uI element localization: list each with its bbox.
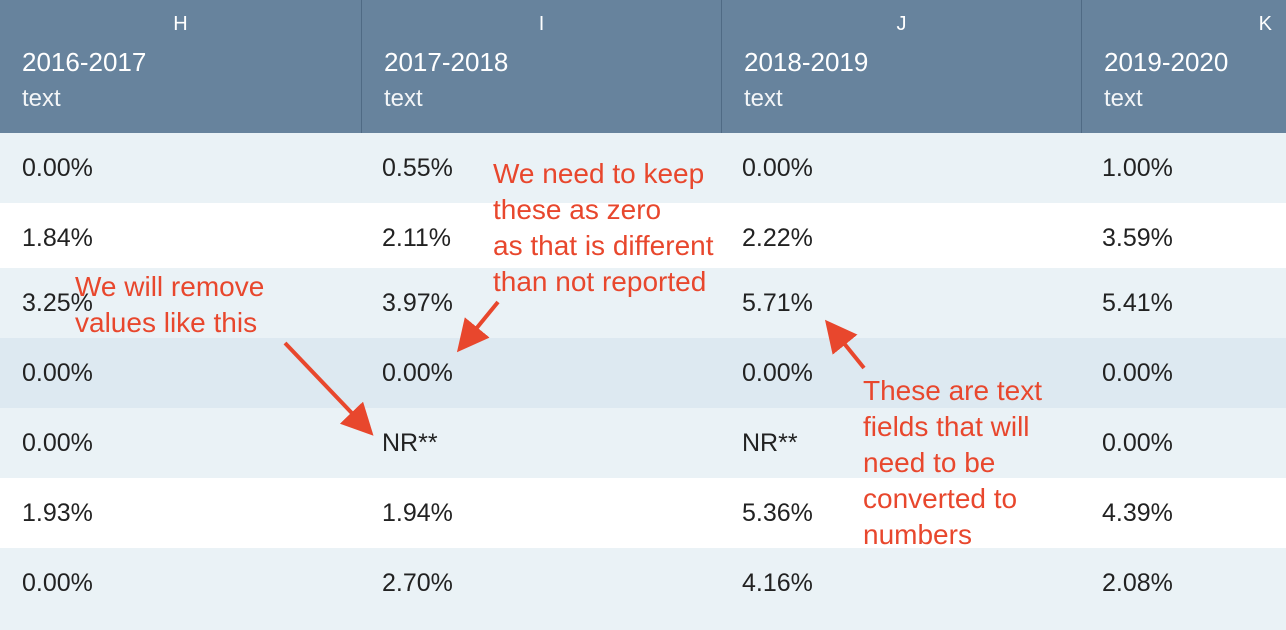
annotation-line: as that is different (493, 230, 714, 261)
table-cell[interactable]: 4.39% (1102, 499, 1173, 527)
table-cell[interactable]: 3.59% (1102, 224, 1173, 252)
table-cell[interactable]: 0.00% (742, 359, 813, 387)
annotation-line: We need to keep (493, 158, 705, 189)
annotation-line: numbers (863, 519, 972, 550)
column-header-bar: H 2016-2017 text I 2017-2018 text J 2018… (0, 0, 1286, 134)
table-row[interactable]: 3.25% 3.97% 5.71% 5.41% (0, 268, 1286, 338)
annotation-remove: We will remove values like this (75, 269, 264, 341)
table-row[interactable]: 0.00% NR** NR** 0.00% (0, 408, 1286, 478)
table-cell[interactable]: 0.00% (1102, 359, 1173, 387)
table-cell[interactable]: 5.41% (1102, 289, 1173, 317)
annotation-keep-zero: We need to keep these as zero as that is… (493, 156, 714, 300)
table-cell[interactable]: 1.84% (22, 224, 93, 252)
table-cell[interactable]: 0.00% (382, 359, 453, 387)
column-title: 2019-2020 (1104, 47, 1229, 77)
table-cell[interactable]: 2.70% (382, 569, 453, 597)
column-type: text (744, 85, 783, 112)
table-cell[interactable]: 2.22% (742, 224, 813, 252)
column-letter: K (1258, 13, 1272, 35)
column-title: 2017-2018 (384, 47, 509, 77)
table-row[interactable]: 1.84% 2.11% 2.22% 3.59% (0, 203, 1286, 273)
table-cell[interactable]: 5.71% (742, 289, 813, 317)
annotation-line: converted to (863, 483, 1018, 514)
table-cell[interactable]: NR** (382, 429, 438, 457)
table-cell[interactable]: 0.55% (382, 154, 453, 182)
annotation-line: fields that will (863, 411, 1030, 442)
table-cell[interactable]: 2.08% (1102, 569, 1173, 597)
annotation-line: These are text (863, 375, 1042, 406)
column-letter: J (896, 13, 907, 35)
column-letter: H (173, 13, 188, 35)
column-header-j[interactable]: J 2018-2019 text (721, 0, 1081, 133)
table-cell[interactable]: 3.97% (382, 289, 453, 317)
table-cell[interactable]: 0.00% (742, 154, 813, 182)
table-cell[interactable]: 0.00% (22, 569, 93, 597)
column-letter: I (538, 13, 545, 35)
table-row[interactable]: 0.00% 2.70% 4.16% 2.08% (0, 548, 1286, 630)
column-type: text (384, 85, 423, 112)
column-type: text (1104, 85, 1143, 112)
table-cell[interactable]: 0.00% (22, 429, 93, 457)
table-cell[interactable]: 0.00% (22, 154, 93, 182)
table-cell[interactable]: 1.93% (22, 499, 93, 527)
annotation-convert: These are text fields that will need to … (863, 373, 1042, 553)
table-row[interactable]: 1.93% 1.94% 5.36% 4.39% (0, 478, 1286, 548)
column-header-k[interactable]: K 2019-2020 text (1081, 0, 1286, 133)
column-header-h[interactable]: H 2016-2017 text (0, 0, 361, 133)
annotation-line: We will remove (75, 271, 265, 302)
table-cell[interactable]: 3.25% (22, 289, 93, 317)
annotation-line: need to be (863, 447, 996, 478)
table-cell[interactable]: 4.16% (742, 569, 813, 597)
column-title: 2016-2017 (22, 47, 147, 77)
table-cell[interactable]: 2.11% (382, 224, 452, 252)
column-title: 2018-2019 (744, 47, 869, 77)
table-cell[interactable]: 5.36% (742, 499, 813, 527)
column-type: text (22, 85, 61, 112)
annotation-line: than not reported (493, 266, 707, 297)
table-cell[interactable]: 1.94% (382, 499, 453, 527)
table-cell[interactable]: 0.00% (22, 359, 93, 387)
table-row-selected[interactable]: 0.00% 0.00% 0.00% 0.00% (0, 338, 1286, 408)
table-cell[interactable]: 1.00% (1102, 154, 1173, 182)
annotation-line: values like this (75, 307, 258, 338)
table-cell[interactable]: 0.00% (1102, 429, 1173, 457)
column-header-i[interactable]: I 2017-2018 text (361, 0, 721, 133)
table-cell[interactable]: NR** (742, 429, 798, 457)
table-row[interactable]: 0.00% 0.55% 0.00% 1.00% (0, 133, 1286, 203)
annotation-line: these as zero (493, 194, 662, 225)
